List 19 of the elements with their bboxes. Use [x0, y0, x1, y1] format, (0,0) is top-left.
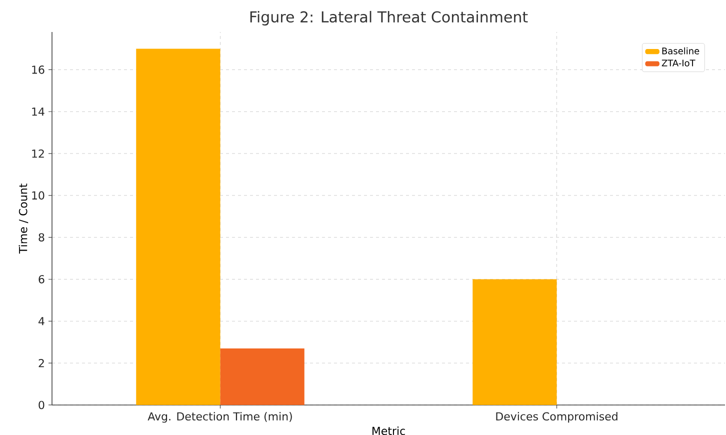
y-tick-label: 16 [32, 66, 44, 74]
y-tick-label: 0 [38, 400, 44, 410]
y-tick-label: 12 [32, 149, 44, 158]
x-tick-label: Devices Compromised [496, 412, 618, 423]
y-tick-label: 10 [32, 191, 44, 200]
y-tick-label: 14 [32, 108, 44, 116]
bar [136, 48, 220, 405]
x-tick-label: Avg. Detection Time (min) [148, 412, 292, 423]
y-tick-label: 8 [38, 233, 44, 242]
bar [220, 348, 304, 405]
y-tick-label: 4 [38, 317, 44, 326]
x-axis-title: Metric [372, 426, 405, 435]
chart-title: Figure 2: Lateral Threat Containment [250, 10, 528, 26]
bar [472, 279, 557, 405]
legend-label: Baseline [662, 47, 700, 54]
y-tick-label: 2 [38, 359, 44, 368]
y-axis-title: Time / Count [18, 184, 28, 254]
legend-label: ZTA-IoT [662, 60, 696, 66]
y-tick-label: 6 [38, 275, 44, 284]
